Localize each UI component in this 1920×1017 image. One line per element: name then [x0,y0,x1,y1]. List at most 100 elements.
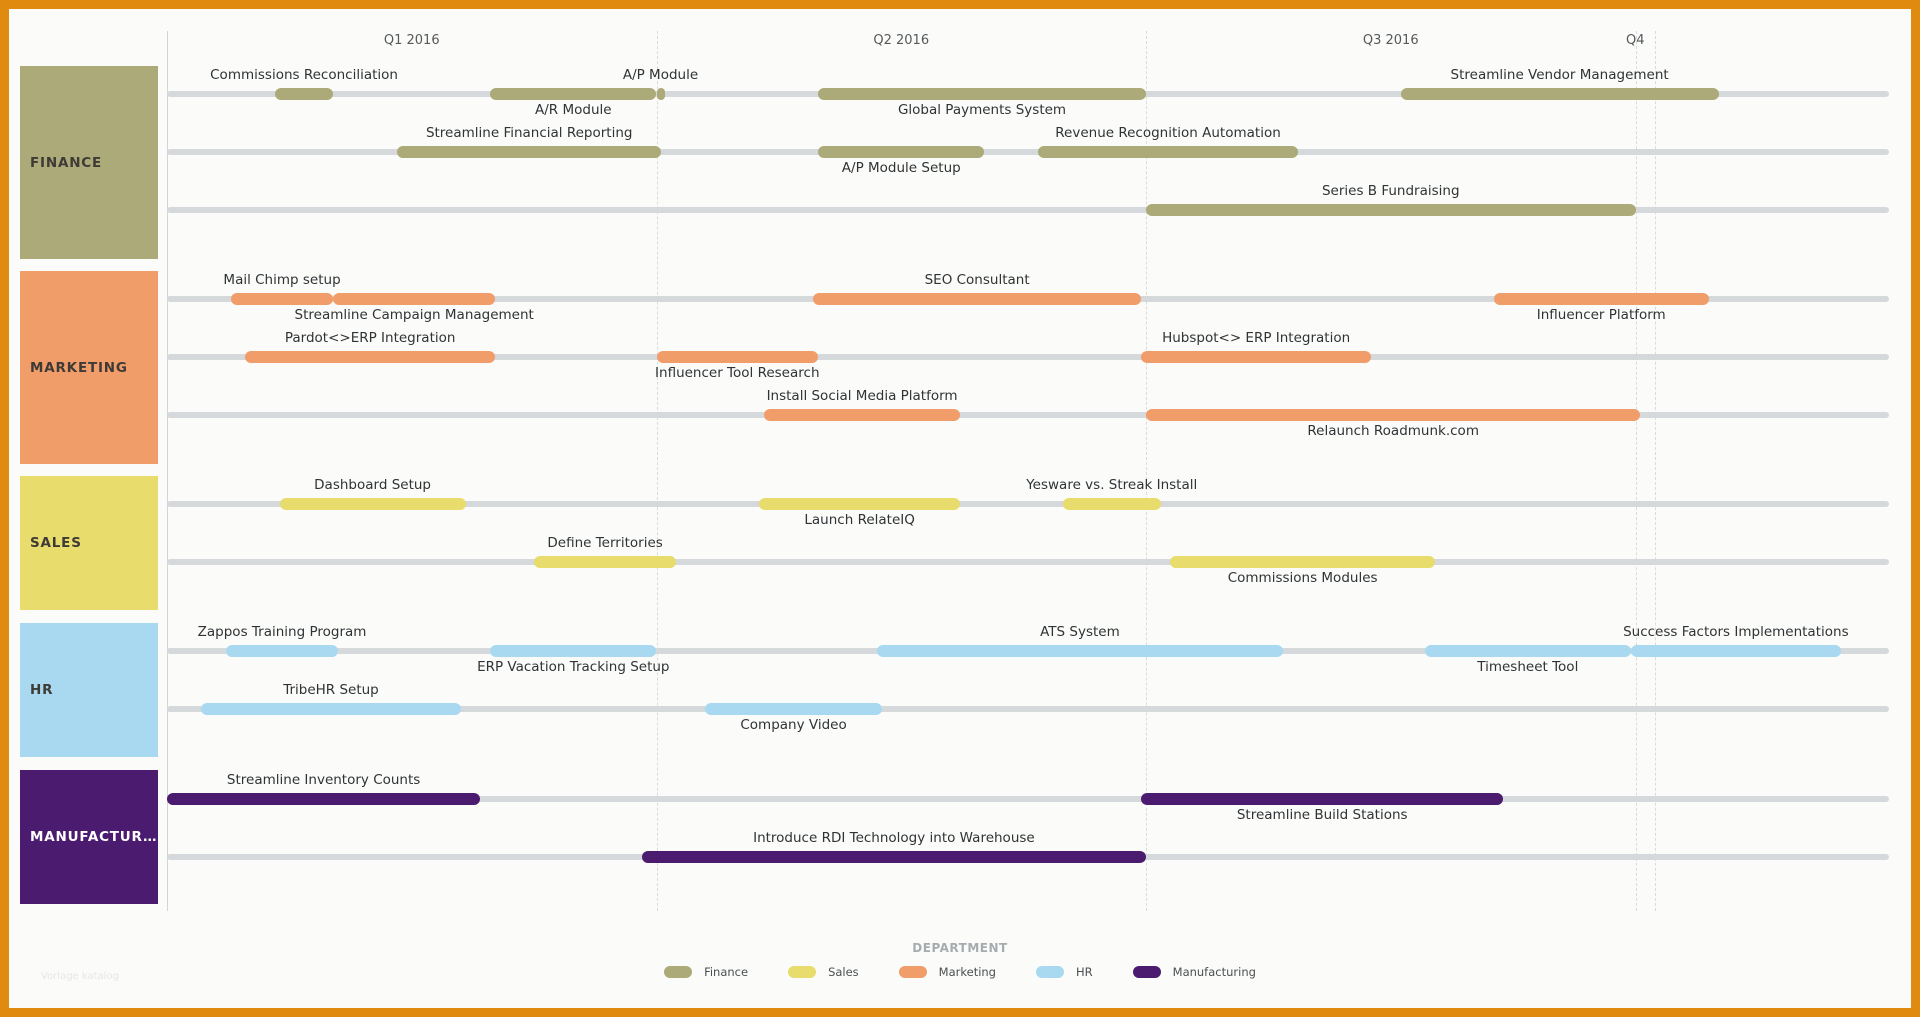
roadmap-bar[interactable] [333,293,495,305]
roadmap-bar[interactable] [818,146,985,158]
legend-label: HR [1076,965,1093,979]
roadmap-bar[interactable] [1062,498,1161,510]
roadmap-bar-label: A/P Module [622,67,699,83]
roadmap-bar[interactable] [876,645,1284,657]
roadmap-bar-label: Success Factors Implementations [1623,624,1849,640]
roadmap-bar[interactable] [201,703,461,715]
legend-item: Finance [664,965,748,979]
roadmap-bar[interactable] [656,351,819,363]
roadmap-bar[interactable] [490,88,657,100]
roadmap-bar-label: Influencer Platform [1536,307,1666,323]
lane-track [167,412,1889,418]
roadmap-bar-label: SEO Consultant [924,272,1030,288]
lane-header-sales[interactable]: SALES [20,476,158,610]
lane-label: SALES [30,535,82,551]
lane-label: HR [30,682,54,698]
roadmap-bar-label: Influencer Tool Research [655,365,820,381]
watermark: Vorlage katalog [41,971,119,982]
lane-header-manufactur[interactable]: MANUFACTUR... [20,770,158,904]
legend-swatch [898,966,927,978]
lane-label: FINANCE [30,154,103,171]
roadmap-bar[interactable] [1038,146,1298,158]
roadmap-bar[interactable] [1425,645,1631,657]
roadmap-bar[interactable] [1170,556,1435,568]
lane-track [167,149,1889,155]
roadmap-bar[interactable] [818,88,1146,100]
roadmap-bar[interactable] [225,645,339,657]
roadmap-bar-label: A/R Module [535,102,612,118]
roadmap-bar[interactable] [705,703,882,715]
roadmap-bar-label: Timesheet Tool [1477,659,1579,675]
roadmap-bar-label: Series B Fundraising [1321,183,1460,199]
lane-track [167,207,1889,213]
legend-swatch [1132,966,1161,978]
legend-item: Marketing [898,965,996,979]
roadmap-bar[interactable] [534,556,677,568]
roadmap-bar[interactable] [274,88,334,100]
quarter-gridline [1655,31,1657,911]
legend-title: DEPARTMENT [912,941,1008,955]
roadmap-bar[interactable] [1141,793,1504,805]
roadmap-bar-label: Streamline Vendor Management [1450,67,1669,83]
quarter-gridline [1635,31,1637,911]
lane-track [167,501,1889,507]
roadmap-bar[interactable] [245,351,495,363]
lane-track [167,706,1889,712]
legend-swatch [1036,966,1064,978]
roadmap-canvas: Q1 2016 Q2 2016 Q3 2016 Q4 FINANCE Commissio… [9,9,1911,1008]
lane-label: MARKETING [30,359,128,376]
roadmap-bar-label: Company Video [740,717,847,733]
roadmap-bar[interactable] [397,146,662,158]
lane-track [167,354,1889,360]
roadmap-bar[interactable] [641,851,1146,863]
roadmap-bar[interactable] [167,793,481,805]
roadmap-bar-label: Install Social Media Platform [766,388,958,404]
roadmap-bar-label: Global Payments System [897,102,1067,118]
quarter-gridline [656,31,658,911]
roadmap-bar-label: Hubspot<> ERP Integration [1162,330,1351,346]
roadmap-bar-label: Commissions Reconciliation [210,67,398,83]
roadmap-bar-label: Pardot<>ERP Integration [284,330,456,346]
lane-header-marketing[interactable]: MARKETING [20,271,158,464]
roadmap-bar-label: Revenue Recognition Automation [1055,125,1281,141]
roadmap-bar[interactable] [279,498,466,510]
roadmap-bar-label: Dashboard Setup [314,477,431,493]
roadmap-bar[interactable] [1146,409,1641,421]
legend-item: Manufacturing [1132,965,1256,979]
roadmap-bar-label: Relaunch Roadmunk.com [1307,423,1479,439]
roadmap-bar[interactable] [759,498,960,510]
legend-swatch [664,966,693,978]
roadmap-bar[interactable] [764,409,960,421]
legend-label: Manufacturing [1172,965,1256,979]
legend-swatch [788,966,817,978]
legend-item: HR [1036,965,1093,979]
quarter-label: Q4 [1626,33,1645,48]
roadmap-bar-label: TribeHR Setup [283,682,379,698]
quarter-gridline [1146,31,1147,911]
roadmap-bar-label: Zappos Training Program [197,624,367,640]
roadmap-bar-label: ERP Vacation Tracking Setup [477,659,670,675]
legend: DEPARTMENT Finance Sales Marketing HR Manufa… [9,941,1911,979]
roadmap-bar[interactable] [1400,88,1719,100]
roadmap-bar[interactable] [813,293,1142,305]
roadmap-bar-label: Define Territories [547,535,663,551]
legend-item: Sales [788,965,859,979]
quarter-label: Q3 2016 [1362,33,1419,48]
lane-track [167,796,1889,802]
roadmap-bar[interactable] [1141,351,1372,363]
roadmap-bar-label: Streamline Financial Reporting [425,125,633,141]
roadmap-bar-label: Yesware vs. Streak Install [1026,477,1198,493]
roadmap-bar[interactable] [1146,204,1636,216]
roadmap-bar-label: Mail Chimp setup [223,272,341,288]
lane-header-hr[interactable]: HR [20,623,158,757]
roadmap-bar[interactable] [230,293,334,305]
roadmap-bar-label: Streamline Inventory Counts [226,772,421,788]
roadmap-bar-label: A/P Module Setup [841,160,961,176]
roadmap-bar[interactable] [1630,645,1842,657]
roadmap-bar[interactable] [656,88,665,100]
lane-header-finance[interactable]: FINANCE [20,66,158,259]
legend-label: Sales [828,965,859,979]
roadmap-bar[interactable] [490,645,657,657]
roadmap-bar[interactable] [1493,293,1709,305]
lane-label: MANUFACTUR... [30,829,158,845]
